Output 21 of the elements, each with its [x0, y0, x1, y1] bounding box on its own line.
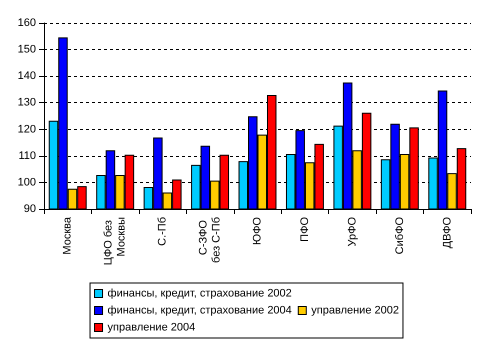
x-tick-label: УрФО	[346, 216, 358, 247]
x-tick-label: Москва	[62, 216, 74, 255]
x-tick-label: ЦФО без Москвы	[102, 216, 128, 266]
y-tick-label: 140	[18, 70, 36, 82]
y-tick-label: 160	[18, 17, 36, 29]
x-tick-label: ДВФО	[441, 216, 454, 248]
y-tick-label: 90	[24, 203, 36, 215]
legend-label: управление 2002	[311, 304, 399, 316]
x-tick-label: СибФО	[394, 216, 406, 254]
x-tick-label: С.-Пб	[156, 217, 169, 246]
y-tick-label: 100	[18, 176, 36, 188]
legend-label: финансы, кредит, страхование 2004	[108, 304, 292, 316]
x-tick-label: ЮФО	[252, 216, 264, 246]
x-tick-label: С-ЗФО без С-Пб	[198, 217, 223, 263]
legend-label: финансы, кредит, страхование 2002	[108, 288, 292, 300]
legend-label: управление 2004	[108, 322, 196, 334]
y-tick-label: 150	[18, 44, 36, 56]
x-tick-label: ПФО	[298, 216, 311, 242]
y-tick-label: 110	[18, 150, 36, 162]
y-tick-label: 130	[18, 96, 36, 109]
y-tick-label: 120	[18, 123, 36, 136]
